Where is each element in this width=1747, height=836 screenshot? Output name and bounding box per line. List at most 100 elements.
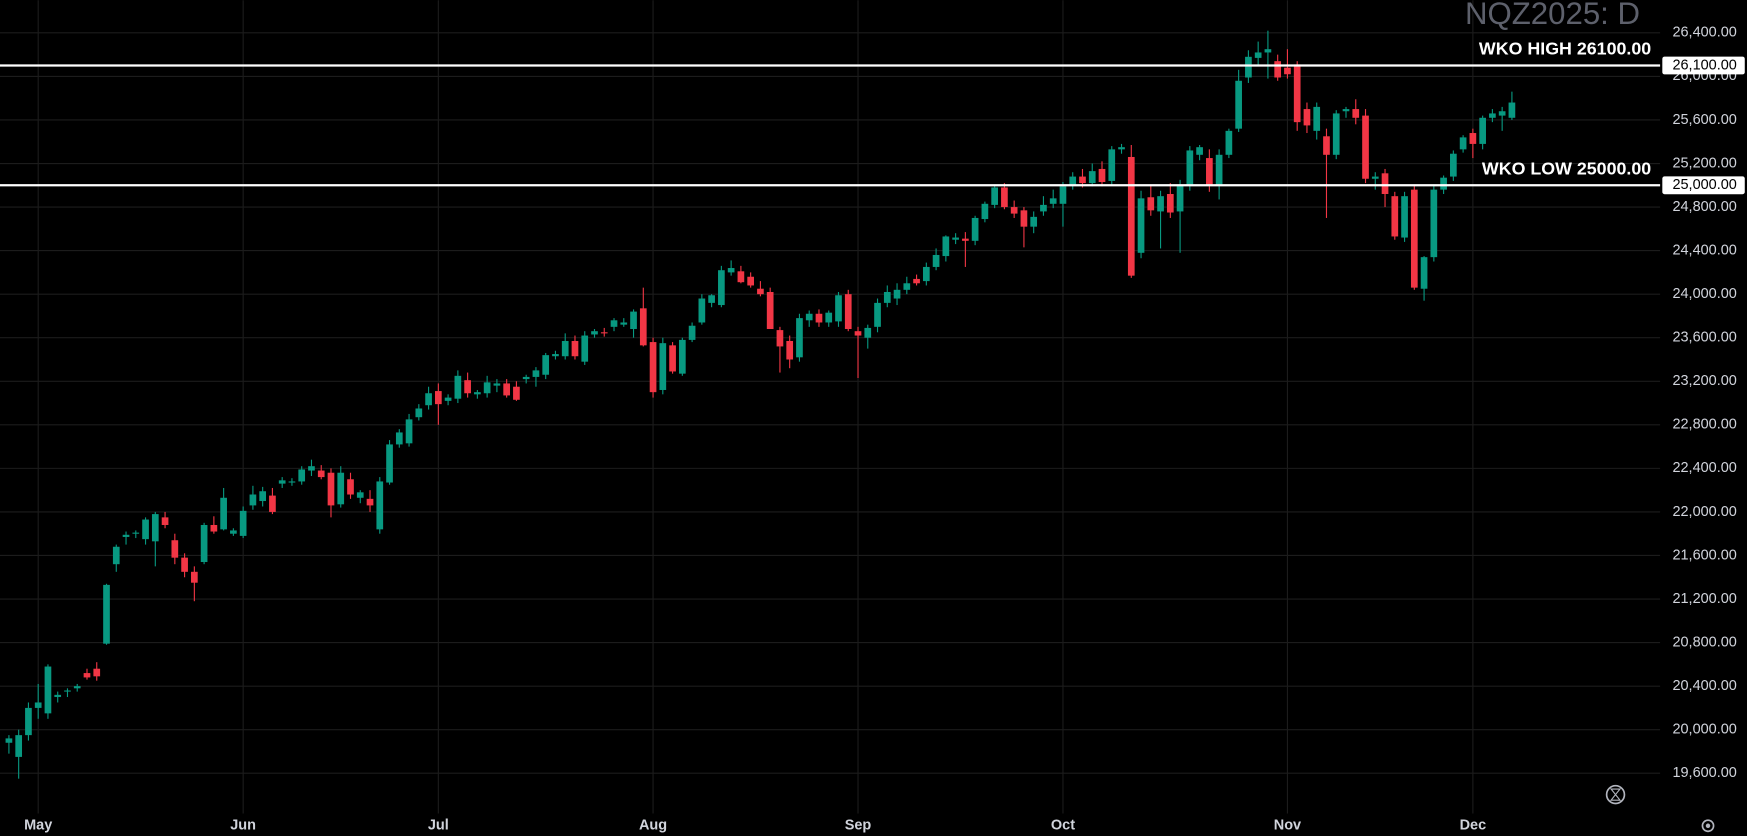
x-tick-label: Jun bbox=[230, 818, 256, 834]
price-label: 25,000.00 bbox=[1672, 177, 1736, 193]
candle-body bbox=[220, 497, 227, 530]
candle-body bbox=[454, 375, 462, 399]
candle-body bbox=[952, 237, 959, 240]
candle-body bbox=[942, 236, 950, 257]
candle-body bbox=[83, 673, 91, 678]
candle-body bbox=[1020, 210, 1028, 227]
overlay: 19,600.00 20,000.00 20,400.00 20,800.00 21,2… bbox=[0, 25, 1745, 834]
candle-body bbox=[620, 322, 628, 325]
candle-body bbox=[883, 291, 891, 303]
candle-body bbox=[15, 735, 23, 757]
candle-body bbox=[542, 355, 550, 375]
y-tick-label: 23,200.00 bbox=[1672, 373, 1736, 389]
candle-body bbox=[1127, 156, 1135, 276]
candle-body bbox=[239, 510, 247, 536]
candle-body bbox=[1137, 198, 1145, 253]
candle-body bbox=[1274, 61, 1282, 78]
candle-body bbox=[962, 238, 969, 241]
candle-body bbox=[630, 311, 637, 330]
candle-body bbox=[1391, 196, 1399, 237]
candle-body bbox=[395, 432, 403, 445]
candle-body bbox=[1059, 186, 1067, 204]
candle-body bbox=[698, 298, 706, 323]
candle-body bbox=[464, 380, 471, 394]
candle-body bbox=[73, 686, 81, 689]
horizontal-line-label: WKO LOW 25000.00 bbox=[1482, 158, 1651, 178]
candle-body bbox=[493, 383, 501, 386]
candle-body bbox=[835, 295, 842, 322]
candle-body bbox=[425, 393, 432, 406]
candle-body bbox=[1010, 207, 1018, 214]
candle-body bbox=[678, 339, 686, 374]
y-tick-label: 20,400.00 bbox=[1672, 678, 1736, 694]
candle-body bbox=[1420, 257, 1428, 289]
candle-body bbox=[747, 276, 754, 286]
candle-body bbox=[922, 266, 930, 282]
y-tick-label: 25,600.00 bbox=[1672, 112, 1736, 128]
candle-body bbox=[132, 532, 140, 534]
candle-body bbox=[1489, 113, 1496, 118]
candle-body bbox=[259, 491, 267, 502]
candle-body bbox=[1176, 185, 1184, 212]
candle-body bbox=[1079, 176, 1086, 184]
candle-body bbox=[805, 313, 813, 321]
chart-title: NQZ2025: D bbox=[1465, 0, 1640, 31]
candle-body bbox=[483, 382, 491, 394]
candle-body bbox=[1352, 109, 1360, 118]
candle-body bbox=[708, 295, 715, 303]
candle-body bbox=[1108, 149, 1116, 181]
candle-body bbox=[298, 469, 306, 482]
x-tick-label: Sep bbox=[845, 818, 872, 834]
candle-body bbox=[103, 584, 110, 644]
candle-body bbox=[1118, 147, 1125, 150]
candle-body bbox=[44, 666, 52, 714]
candles bbox=[5, 30, 1516, 779]
candle-body bbox=[981, 203, 989, 220]
candle-body bbox=[337, 472, 345, 505]
candle-body bbox=[1264, 49, 1272, 53]
candle-body bbox=[200, 524, 208, 563]
candle-body bbox=[386, 444, 393, 483]
candle-body bbox=[1469, 133, 1477, 144]
candle-body bbox=[688, 325, 696, 340]
candle-body bbox=[151, 514, 159, 542]
candle-body bbox=[932, 254, 940, 267]
settings-icon[interactable] bbox=[1701, 819, 1715, 833]
candle-body bbox=[1088, 171, 1096, 184]
y-tick-label: 24,800.00 bbox=[1672, 199, 1736, 215]
candle-body bbox=[503, 383, 511, 396]
candle-body bbox=[444, 397, 452, 401]
candle-body bbox=[991, 187, 998, 205]
candle-body bbox=[308, 466, 315, 471]
candle-body bbox=[854, 331, 862, 336]
candle-body bbox=[64, 690, 71, 692]
candle-body bbox=[1147, 197, 1155, 211]
candle-body bbox=[327, 472, 335, 506]
candle-body bbox=[181, 557, 188, 572]
y-tick-label: 26,400.00 bbox=[1672, 25, 1736, 41]
candle-body bbox=[1196, 147, 1203, 155]
candle-body bbox=[971, 217, 979, 241]
price-label-box bbox=[1662, 56, 1745, 75]
x-tick-label: Nov bbox=[1274, 818, 1301, 834]
candle-body bbox=[1450, 153, 1457, 177]
candle-body bbox=[1323, 136, 1330, 155]
candle-body bbox=[903, 283, 911, 290]
candle-body bbox=[474, 392, 481, 395]
candle-body bbox=[54, 694, 62, 698]
candle-body bbox=[639, 308, 647, 346]
y-tick-label: 20,800.00 bbox=[1672, 634, 1736, 650]
x-tick-label: Oct bbox=[1051, 818, 1075, 834]
candle-body bbox=[1001, 187, 1008, 208]
candle-body bbox=[766, 291, 774, 330]
candle-body bbox=[571, 340, 579, 357]
candle-body bbox=[786, 340, 794, 360]
candle-body bbox=[356, 492, 364, 498]
candle-body bbox=[1186, 150, 1194, 186]
replay-icon[interactable] bbox=[1605, 784, 1626, 805]
y-tick-label: 24,400.00 bbox=[1672, 242, 1736, 258]
candle-body bbox=[376, 481, 384, 530]
candle-body bbox=[513, 386, 520, 400]
candle-body bbox=[1332, 113, 1340, 155]
